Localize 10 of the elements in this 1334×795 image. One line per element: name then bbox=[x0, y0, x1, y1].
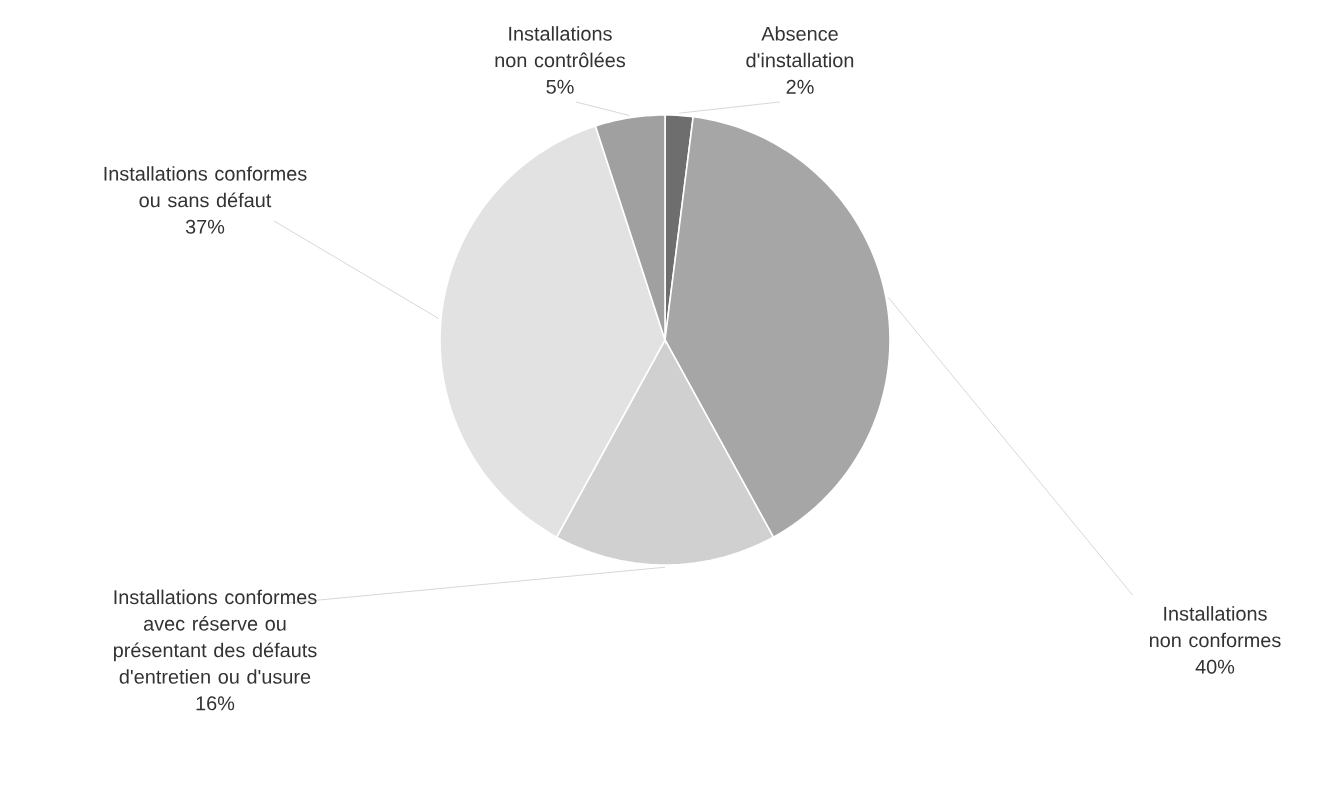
data-label: 16% bbox=[196, 696, 235, 711]
data-label: 37% bbox=[185, 219, 225, 234]
data-label: 40% bbox=[1195, 659, 1235, 674]
data-label: 2% bbox=[786, 79, 814, 94]
slice-label: Absence d'installation bbox=[746, 26, 854, 68]
slice-label: Installations conformes avec réserve ou présentant des défauts d'entretien ou d'usure bbox=[113, 589, 317, 684]
slice-label: Installations non conformes bbox=[1149, 606, 1281, 648]
slice-label: Installations non contrôlées bbox=[495, 26, 626, 68]
slice-label: Installations conformes ou sans défaut bbox=[104, 166, 307, 208]
data-label: 5% bbox=[546, 79, 574, 94]
